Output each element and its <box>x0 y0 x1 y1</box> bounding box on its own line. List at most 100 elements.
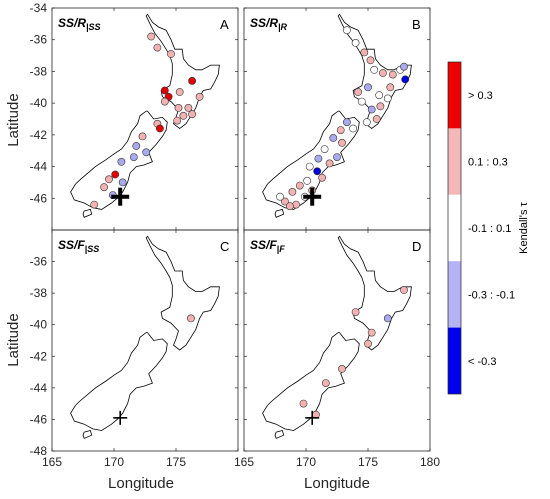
station-marker <box>188 77 196 85</box>
map-panel-a: SS/R|SS A <box>51 7 239 231</box>
station-marker <box>320 145 329 153</box>
station-marker <box>299 399 308 408</box>
y-tick-label: -44 <box>30 381 48 395</box>
station-marker <box>383 314 392 323</box>
panel-label: SS/R|R <box>250 16 288 32</box>
y-tick-label: -38 <box>30 64 48 78</box>
panel-letter: C <box>220 239 229 254</box>
station-marker <box>175 88 184 96</box>
panel-label: SS/R|SS <box>58 16 101 32</box>
colorbar: > 0.3 0.1 : 0.3 -0.1 : 0.1 -0.3 : -0.1 < -0.… <box>447 61 515 395</box>
station-marker <box>375 91 384 100</box>
north-island-outline <box>145 13 220 130</box>
panel-letter: A <box>220 17 229 32</box>
station-marker <box>364 339 372 348</box>
panel-frame <box>51 229 239 452</box>
colorbar-segment <box>448 62 461 129</box>
station-marker <box>338 138 346 147</box>
station-marker <box>173 116 182 125</box>
y-tick-label: -48 <box>30 444 48 458</box>
y-tick-label: -46 <box>30 412 48 426</box>
stewart-island-outline <box>82 430 93 439</box>
station-marker <box>357 97 366 106</box>
station-marker <box>354 88 362 96</box>
axis-ticks: -34 -36 -36 -38 -38 -40 -40 -42 -42 -44 -44 -46 -46 -… <box>30 1 441 469</box>
station-marker <box>338 364 346 373</box>
station-marker <box>276 192 284 201</box>
station-marker <box>160 86 169 95</box>
colorbar-bin-label: -0.3 : -0.1 <box>468 289 515 301</box>
station-marker <box>167 50 175 58</box>
station-marker <box>313 167 322 176</box>
station-marker <box>321 379 330 387</box>
station-marker <box>333 153 341 161</box>
station-marker <box>129 153 138 161</box>
station-marker <box>386 83 395 92</box>
station-marker <box>285 202 294 211</box>
x-axis-label-left: Longitude <box>108 475 174 492</box>
station-marker <box>142 148 151 157</box>
y-tick-label: -36 <box>30 33 48 47</box>
x-tick-label: 165 <box>234 455 254 469</box>
y-axis-label-top: Latitude <box>5 93 22 146</box>
station-marker <box>111 170 120 179</box>
station-marker <box>383 94 392 103</box>
station-marker <box>372 115 381 123</box>
x-tick-label: 165 <box>42 455 62 469</box>
station-marker <box>362 118 371 127</box>
station-marker <box>90 200 99 209</box>
south-island-outline <box>70 332 168 431</box>
north-island-outline <box>337 235 412 351</box>
colorbar-frame <box>447 61 462 395</box>
station-marker <box>376 102 385 111</box>
station-marker <box>400 62 408 71</box>
y-tick-label: -36 <box>30 255 48 269</box>
colorbar-bin-label: -0.1 : 0.1 <box>468 223 511 235</box>
colorbar-bin-label: < -0.3 <box>468 356 496 368</box>
station-marker <box>153 43 162 52</box>
station-marker <box>179 111 188 120</box>
station-marker <box>117 157 126 166</box>
station-marker <box>100 183 108 192</box>
station-marker <box>138 132 147 141</box>
panel-label: SS/F|F <box>250 238 285 254</box>
colorbar-segment <box>448 327 461 394</box>
station-marker <box>336 126 345 135</box>
station-marker <box>401 75 410 84</box>
stewart-island-outline <box>274 430 285 439</box>
station-marker <box>400 286 408 294</box>
station-marker <box>360 48 369 57</box>
station-marker <box>314 154 323 163</box>
x-tick-label: 175 <box>358 455 378 469</box>
x-tick-label: 180 <box>420 455 440 469</box>
station-marker <box>186 314 195 323</box>
station-marker <box>155 124 164 133</box>
station-marker <box>351 308 360 316</box>
colorbar-bin-label: 0.1 : 0.3 <box>468 157 508 169</box>
map-panels: SS/R|SS A SS/R|R B SS/F|SS C SS/F|F D <box>51 7 431 452</box>
y-tick-label: -38 <box>30 286 48 300</box>
y-tick-label: -44 <box>30 160 48 174</box>
station-marker <box>303 176 312 185</box>
y-tick-label: -40 <box>30 318 48 332</box>
colorbar-segment <box>448 128 461 195</box>
x-axis-label-right: Longitude <box>304 475 370 492</box>
station-marker <box>160 97 169 106</box>
station-marker <box>342 26 351 35</box>
stewart-island-outline <box>274 208 285 218</box>
colorbar-title: Kendall's τ <box>518 202 530 254</box>
station-marker <box>295 181 304 190</box>
x-tick-label: 170 <box>296 455 316 469</box>
panel-frame <box>243 229 431 452</box>
station-marker <box>351 39 360 47</box>
station-marker <box>388 70 397 79</box>
station-marker <box>288 187 297 196</box>
station-marker <box>280 197 289 206</box>
colorbar-segment <box>448 194 461 262</box>
station-marker <box>364 83 372 92</box>
y-axis-label-bottom: Latitude <box>5 313 22 366</box>
stewart-island-outline <box>82 208 93 218</box>
station-marker <box>329 134 338 142</box>
station-marker <box>378 69 387 77</box>
station-marker <box>174 104 183 112</box>
